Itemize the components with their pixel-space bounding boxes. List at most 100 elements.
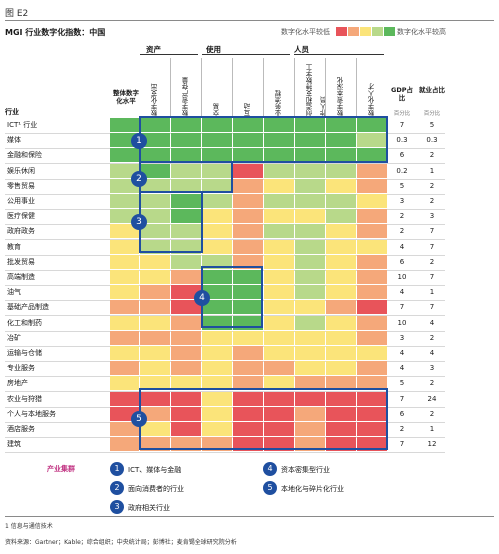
cluster-box-2 [139, 161, 233, 193]
employment-value: 3 [429, 364, 435, 373]
legend-badge-2: 2 [110, 481, 124, 495]
heatmap-cell [171, 361, 201, 376]
heatmap-cell [233, 285, 263, 300]
heatmap-cell [140, 437, 170, 452]
heatmap-cell [264, 406, 294, 421]
heatmap-cell [295, 148, 325, 163]
heatmap-cell [171, 285, 201, 300]
heatmap-cell [171, 239, 201, 254]
heatmap-cell [357, 361, 387, 376]
group-label-assets: 资产 [146, 45, 161, 54]
group-label-usage: 使用 [206, 45, 221, 54]
employment-value: 4 [429, 349, 435, 357]
cluster-box-4 [201, 266, 263, 328]
heatmap-cell [202, 239, 232, 254]
heatmap-cell [357, 178, 387, 193]
overall-cell [110, 148, 139, 163]
heatmap-cell [264, 346, 294, 360]
heatmap-cell [233, 406, 263, 421]
heatmap-cell [140, 406, 170, 421]
footer-rule [5, 516, 494, 517]
heatmap-cell [326, 224, 356, 239]
heatmap-cell [233, 346, 263, 360]
heatmap-cell [140, 422, 170, 436]
row-label: 高端制造 [7, 273, 35, 281]
gdp-value: 2 [399, 425, 405, 433]
row-label: 建筑 [7, 440, 21, 449]
heatmap-cell [140, 163, 170, 178]
heatmap-cell [326, 209, 356, 224]
heatmap-cell [264, 300, 294, 315]
heatmap-cell [233, 391, 263, 406]
group-line-assets [140, 54, 198, 55]
cluster-box-5 [139, 388, 388, 450]
heatmap-cell [357, 300, 387, 315]
employment-header: 就业占比 [419, 86, 445, 94]
heatmap-cell [171, 148, 201, 163]
heatmap-cell [233, 163, 263, 178]
gdp-value: 7 [399, 394, 405, 403]
heatmap-cell [233, 361, 263, 376]
heatmap-cell [295, 178, 325, 193]
gdp-value: 6 [399, 257, 405, 266]
scale-swatch-4 [372, 27, 383, 36]
heatmap-cell [264, 239, 294, 254]
heatmap-cell [295, 346, 325, 360]
row-label: 专业服务 [7, 364, 35, 373]
row-label: 金融和保险 [7, 151, 42, 160]
gdp-value: 5 [399, 181, 405, 190]
metric-header-separator [294, 58, 295, 116]
row-label: 批发贸易 [7, 257, 35, 266]
legend-badge-4: 4 [263, 462, 277, 476]
group-line-people [294, 54, 384, 55]
heatmap-cell [140, 148, 170, 163]
heatmap-cell [233, 118, 263, 132]
heatmap-cell [171, 254, 201, 269]
heatmap-cell [295, 209, 325, 224]
heatmap-cell [264, 391, 294, 406]
heatmap-cell [140, 346, 170, 360]
overall-cell [110, 194, 139, 208]
heatmap-cell [357, 163, 387, 178]
row-divider [5, 452, 445, 454]
overall-cell [110, 239, 139, 254]
row-label: 公用事业 [7, 197, 35, 205]
heatmap-cell [264, 178, 294, 193]
heatmap-cell [233, 270, 263, 284]
heatmap-cell [202, 422, 232, 436]
employment-value: 2 [429, 181, 435, 190]
heatmap-cell [202, 178, 232, 193]
heatmap-cell [171, 209, 201, 224]
heatmap-cell [264, 422, 294, 436]
heatmap-cell [295, 133, 325, 148]
heatmap-cell [171, 346, 201, 360]
overall-cell [110, 346, 139, 360]
gdp-value: 4 [399, 364, 405, 373]
employment-value: 2 [429, 333, 435, 342]
gdp-value: 3 [399, 333, 405, 342]
cluster-badge-5: 5 [131, 411, 147, 427]
heatmap-cell [326, 422, 356, 436]
gdp-value: 6 [399, 151, 405, 160]
heatmap-cell [171, 224, 201, 239]
gdp-value: 2 [399, 212, 405, 221]
cluster-box-1 [139, 116, 388, 163]
legend-text-4: 资本密集型行业 [281, 466, 330, 474]
metric-header-5: 业务流程 [275, 90, 283, 116]
row-label: 酒店服务 [7, 425, 35, 433]
heatmap-cell [264, 224, 294, 239]
heatmap-cell [264, 133, 294, 148]
heatmap-cell [140, 194, 170, 208]
overall-cell [110, 422, 139, 436]
heatmap-cell [357, 209, 387, 224]
heatmap-cell [202, 406, 232, 421]
heatmap-cell [202, 209, 232, 224]
heatmap-cell [171, 194, 201, 208]
heatmap-cell [326, 178, 356, 193]
row-label: 个人与本地服务 [7, 409, 56, 418]
row-label: 冶矿 [7, 333, 21, 342]
heatmap-cell [264, 330, 294, 345]
employment-value: 2 [429, 409, 435, 418]
exhibit-label: 图 E2 [5, 9, 29, 19]
row-label: 房地产 [7, 379, 28, 388]
